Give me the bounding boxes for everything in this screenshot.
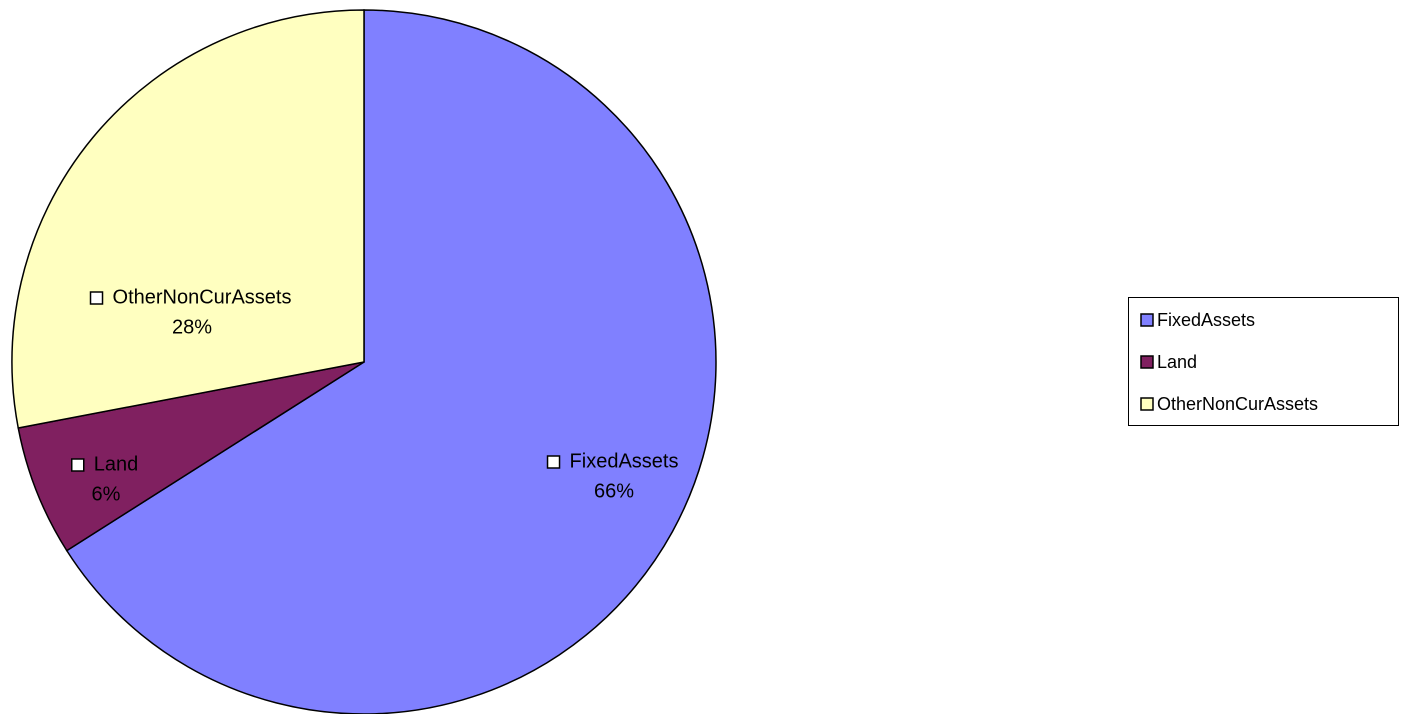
data-label-value: 66% <box>594 480 634 502</box>
pie-slice <box>65 9 717 714</box>
data-label-key <box>71 458 85 472</box>
data-label-key <box>89 291 104 305</box>
data-label-value: 6% <box>92 483 121 505</box>
legend-box <box>1128 297 1399 426</box>
legend-key <box>1140 355 1154 369</box>
data-label: Land 6% <box>71 453 139 505</box>
data-label: OtherNonCurAssets 28% <box>89 286 292 338</box>
data-label-key <box>546 455 561 469</box>
legend-label: FixedAssets <box>1157 310 1255 330</box>
legend-label: OtherNonCurAssets <box>1157 394 1318 414</box>
pie-slice <box>17 361 365 552</box>
data-label: FixedAssets 66% <box>546 450 679 502</box>
legend: FixedAssets Land OtherNonCurAssets <box>1128 297 1399 426</box>
pie-slice <box>11 9 365 429</box>
data-label-name: FixedAssets <box>570 450 679 472</box>
legend-key <box>1140 397 1154 411</box>
legend-label: Land <box>1157 352 1197 372</box>
data-label-name: Land <box>94 453 139 475</box>
data-label-value: 28% <box>172 316 212 338</box>
legend-key <box>1140 313 1154 327</box>
data-label-name: OtherNonCurAssets <box>113 286 292 308</box>
